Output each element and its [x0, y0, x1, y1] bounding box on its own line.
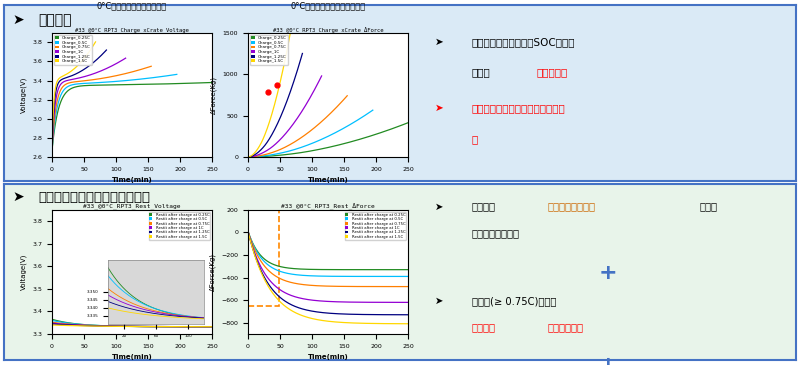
Text: 弛豫过程（充电后的弛豫过程）: 弛豫过程（充电后的弛豫过程）: [38, 191, 150, 204]
Legend: Restit after charge at 0.25C, Restit after charge at 0.5C, Restit after charge a: Restit after charge at 0.25C, Restit aft…: [149, 212, 210, 240]
X-axis label: Time(min): Time(min): [308, 354, 348, 360]
Text: ➤: ➤: [435, 103, 444, 114]
Text: 弛豫过程: 弛豫过程: [472, 201, 496, 212]
Text: ➤: ➤: [435, 37, 444, 47]
Y-axis label: Voltage(V): Voltage(V): [20, 254, 26, 290]
Text: 弛豫电压: 弛豫电压: [472, 323, 496, 333]
Text: 0°C下不同倍率充电膨胀力曲线: 0°C下不同倍率充电膨胀力曲线: [290, 1, 366, 11]
Text: 无电压平台。: 无电压平台。: [547, 323, 583, 333]
Text: 充电过程膨胀力在某个SOC点出现: 充电过程膨胀力在某个SOC点出现: [472, 37, 575, 47]
Title: #33_@0°C_RPT3_Rest_Voltage: #33_@0°C_RPT3_Rest_Voltage: [83, 203, 181, 209]
Text: 膨胀力的显著下降: 膨胀力的显著下降: [547, 201, 595, 212]
Text: +: +: [598, 264, 618, 284]
X-axis label: Time(min): Time(min): [112, 177, 152, 183]
Text: ➤: ➤: [13, 190, 25, 204]
Text: 加速上升。: 加速上升。: [536, 67, 567, 77]
Text: 与充电: 与充电: [700, 201, 718, 212]
Y-axis label: ΔForce(Kg): ΔForce(Kg): [210, 76, 218, 114]
Y-axis label: Voltage(V): Voltage(V): [20, 77, 26, 113]
Title: #33_@0°C_RPT3_Rest_ΔForce: #33_@0°C_RPT3_Rest_ΔForce: [281, 202, 375, 209]
X-axis label: Time(min): Time(min): [308, 177, 348, 183]
Text: 加速上升的起始点对倍率的增大提: 加速上升的起始点对倍率的增大提: [472, 103, 566, 114]
Text: 0°C下不同倍率充电电压曲线: 0°C下不同倍率充电电压曲线: [97, 1, 167, 11]
Text: 的加速上升对应。: 的加速上升对应。: [472, 228, 520, 239]
Title: #33_@0°C_RPT3_Charge_xCrate_Voltage: #33_@0°C_RPT3_Charge_xCrate_Voltage: [75, 27, 189, 33]
Legend: Charge_0.25C, Charge_0.5C, Charge_0.75C, Charge_1C, Charge_1.25C, Charge_1.5C: Charge_0.25C, Charge_0.5C, Charge_0.75C,…: [54, 35, 92, 65]
Y-axis label: ΔForce(Kg): ΔForce(Kg): [210, 253, 216, 291]
Text: 前: 前: [472, 134, 478, 144]
Text: 充电过程: 充电过程: [38, 14, 72, 27]
X-axis label: Time(min): Time(min): [112, 354, 152, 360]
Text: 明显的: 明显的: [472, 67, 490, 77]
Text: ➤: ➤: [435, 201, 443, 212]
Title: #33_@0°C_RPT3_Charge_xCrate_ΔForce: #33_@0°C_RPT3_Charge_xCrate_ΔForce: [273, 26, 383, 33]
Text: 大倍率(≥ 0.75C)充电后: 大倍率(≥ 0.75C)充电后: [472, 296, 556, 306]
Text: ↓: ↓: [598, 358, 618, 365]
Text: ➤: ➤: [13, 13, 25, 27]
Legend: Restit after charge at 0.25C, Restit after charge at 0.5C, Restit after charge a: Restit after charge at 0.25C, Restit aft…: [345, 212, 406, 240]
Legend: Charge_0.25C, Charge_0.5C, Charge_0.75C, Charge_1C, Charge_1.25C, Charge_1.5C: Charge_0.25C, Charge_0.5C, Charge_0.75C,…: [250, 35, 288, 65]
Text: ➤: ➤: [435, 296, 443, 306]
Bar: [248, 209, 278, 306]
